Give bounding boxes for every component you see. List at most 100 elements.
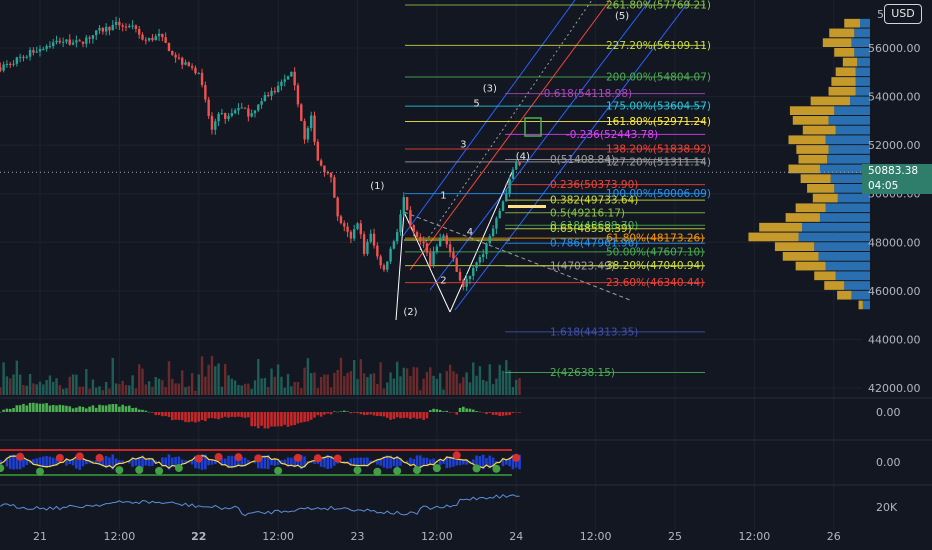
volume-bar [157,378,161,395]
volume-bar [257,359,260,395]
profile-buy-bar [807,184,835,193]
candle-body [303,120,306,140]
volume-bar [151,386,154,395]
volume-bar [465,372,468,395]
volume-bar [399,376,402,395]
wave-label: 4 [467,227,473,238]
wave-fill [511,454,515,470]
wave-fill [28,460,32,464]
fib-level-label: 175.00%(53604.57) [606,101,711,113]
wave-fill [45,456,48,468]
profile-sell-bar [854,48,870,57]
volume-bar [445,371,448,395]
candle-body [356,223,359,230]
histogram-bar [200,412,204,421]
histogram-bar [299,412,303,423]
volume-bar [323,374,326,395]
wave-fill [488,455,492,469]
histogram-bar [501,412,505,416]
wave-fill [290,457,293,467]
candle-body [253,110,257,114]
histogram-bar [385,412,389,418]
wave-fill [428,459,432,465]
histogram-bar [25,405,29,412]
profile-sell-bar [819,164,870,174]
wave-label: (4) [516,152,530,163]
wave-fill [151,458,154,466]
wave-fill [88,460,91,464]
histogram-bar [104,405,108,412]
candle-body [432,251,435,265]
histogram-bar [194,412,197,423]
candle-body [42,48,45,50]
profile-buy-bar [795,203,826,213]
target-box-marker[interactable] [524,117,542,137]
wave-fill [81,457,85,467]
wave-fill [448,456,452,468]
price-axis: 42000.0044000.0046000.0048000.0050000.00… [868,8,921,395]
wave-fill [323,456,326,468]
volume-bar [260,378,263,395]
volume-bar [15,360,19,395]
wave-fill [177,456,181,468]
candle-body [323,165,326,173]
wave-fill [495,460,498,464]
fib-level-label: 0.786(47961.96) [550,238,638,250]
volume-bar [0,387,2,395]
candle-body [498,210,501,219]
candle-body [376,245,379,257]
currency-button[interactable]: USD [884,4,922,24]
candle-body [402,197,406,215]
histogram-bar [455,412,459,415]
volume-bar [220,386,224,395]
wave-fill [462,459,465,465]
wave-fill [389,455,392,469]
histogram-bar [452,412,455,413]
wave-fill [121,460,124,464]
price-tick-label: 54000.00 [868,91,921,104]
volume-bar [230,378,234,395]
profile-buy-bar [812,193,838,203]
volume-bar [167,361,171,395]
histogram-bar [352,412,356,413]
histogram-bar [356,412,359,414]
volume-bar [508,370,511,395]
volume-bar [306,358,310,395]
volume-bar [366,377,369,395]
wave-fill [184,460,187,464]
wave-fill [187,461,191,463]
wave-fill [200,454,204,470]
volume-bar [481,379,485,395]
candle-body [333,177,336,198]
histogram-bar [250,412,253,427]
price-tick-label: 44000.00 [868,333,921,346]
wave-fill [230,455,234,469]
wave-fill [58,461,62,463]
histogram-bar [28,402,32,412]
time-tick-label: 21 [33,530,47,543]
price-tick-label: 52000.00 [868,139,921,152]
wave-fill [293,456,296,468]
candle-body [309,115,313,129]
histogram-bar [88,406,91,412]
candle-body [240,107,243,109]
wave-fill [71,458,75,466]
profile-buy-bar [834,48,855,57]
profile-sell-bar [830,174,870,183]
signal-dot [55,453,64,462]
volume-bar [61,389,65,395]
volume-bar [359,359,363,395]
signal-dot [214,453,223,462]
wave-fill [276,458,280,466]
volume-bar [369,374,372,395]
pitchfork-line [454,0,691,311]
signal-dot [115,466,124,475]
fib-level-label: 0.65(48558.39) [550,223,632,235]
fib-level-label: 38.20%(47040.94) [606,260,704,272]
volume-bar [336,369,339,395]
wave-fill [303,456,306,468]
candle-body [455,258,458,272]
candle-body [472,267,475,276]
candle-body [124,26,128,28]
